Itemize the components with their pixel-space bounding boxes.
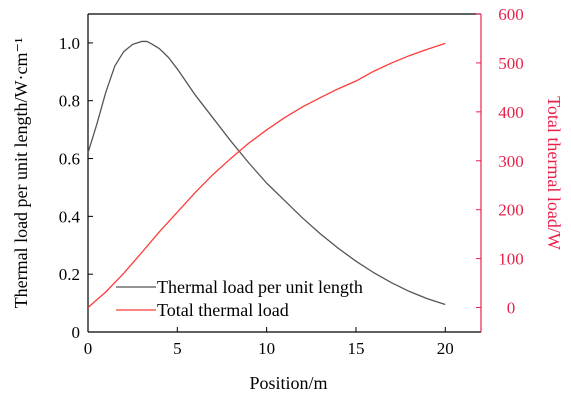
series-line-thermal-load-per-unit-length [87, 40, 446, 306]
x-tick-label: 20 [437, 339, 454, 358]
x-tick-label: 10 [258, 339, 275, 358]
y-right-tick-label: 100 [498, 250, 524, 269]
y-left-tick-label: 1.0 [59, 34, 80, 53]
y-left-tick-label: 0 [72, 323, 81, 342]
legend-label: Total thermal load [157, 300, 289, 320]
y-right-tick-label: 500 [498, 54, 524, 73]
legend-label: Thermal load per unit length [157, 277, 363, 297]
y-right-tick-label: 300 [498, 152, 524, 171]
x-tick-label: 15 [347, 339, 364, 358]
y-left-tick-label: 0.2 [59, 265, 80, 284]
y-right-tick-label: 200 [498, 201, 524, 220]
y-axis-left-title: Thermal load per unit length/W·cm⁻¹ [11, 38, 31, 309]
series-line-total-thermal-load [87, 42, 446, 309]
y-right-tick-label: 0 [507, 299, 516, 318]
x-tick-label: 0 [84, 339, 93, 358]
x-axis-title: Position/m [249, 373, 327, 393]
y-right-tick-label: 400 [498, 103, 524, 122]
y-left-tick-label: 0.6 [59, 150, 80, 169]
y-left-tick-label: 0.8 [59, 92, 80, 111]
y-axis-right-title: Total thermal load/W [544, 96, 564, 250]
x-tick-label: 5 [173, 339, 182, 358]
y-right-tick-label: 600 [498, 5, 524, 24]
y-left-tick-label: 0.4 [59, 207, 81, 226]
